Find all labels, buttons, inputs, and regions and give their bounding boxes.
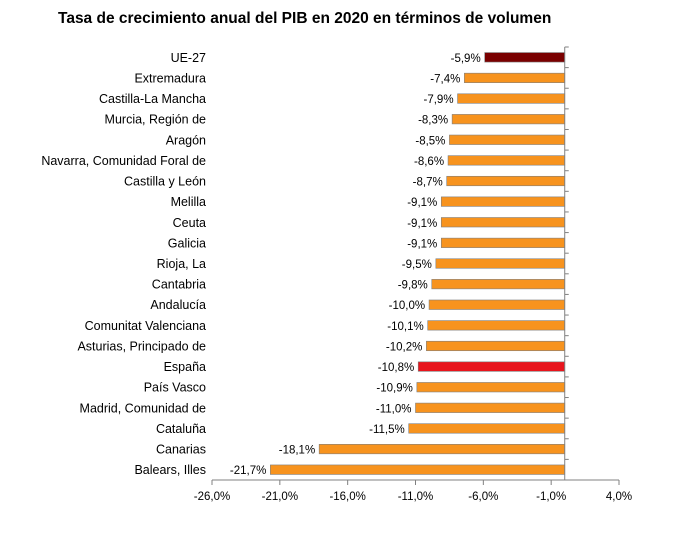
data-label: -8,3% [418, 115, 448, 127]
data-label: -7,9% [424, 94, 454, 106]
bar [270, 464, 566, 475]
x-tick-label: -26,0% [194, 491, 230, 503]
category-label: País Vasco [144, 381, 206, 395]
category-label: Balears, Illes [134, 463, 206, 477]
data-label: -18,1% [279, 445, 315, 457]
category-label: Ceuta [173, 216, 206, 230]
data-label: -5,9% [451, 53, 481, 65]
x-tick-label: -16,0% [329, 491, 365, 503]
bar [318, 444, 566, 455]
data-label: -9,5% [402, 259, 432, 271]
category-label: Andalucía [150, 298, 206, 312]
chart-title: Tasa de crecimiento anual del PIB en 202… [58, 10, 552, 27]
category-label: Navarra, Comunidad Foral de [41, 154, 206, 168]
category-label: Aragón [166, 133, 206, 147]
category-label: Galicia [168, 236, 206, 250]
x-tick-label: -11,0% [398, 491, 434, 503]
x-tick-label: -1,0% [536, 491, 566, 503]
category-label: Cataluña [156, 422, 206, 436]
bar [417, 361, 566, 372]
bar [451, 114, 566, 125]
data-label: -9,1% [407, 197, 437, 209]
bar [457, 93, 566, 104]
bar [435, 258, 566, 269]
category-label: España [164, 360, 206, 374]
data-label: -9,1% [407, 238, 437, 250]
data-label: -8,5% [415, 135, 445, 147]
data-label: -10,8% [378, 362, 414, 374]
bar [484, 52, 566, 63]
category-label: Rioja, La [157, 257, 206, 271]
category-label: Asturias, Principado de [77, 339, 206, 353]
data-label: -8,6% [414, 156, 444, 168]
category-label: Cantabria [152, 278, 206, 292]
bar [426, 340, 566, 352]
bar [428, 299, 566, 310]
bar [431, 279, 566, 290]
category-label: Extremadura [134, 71, 206, 85]
data-label: -10,9% [376, 383, 412, 395]
category-label: Castilla-La Mancha [99, 92, 206, 106]
x-tick-label: -21,0% [262, 491, 298, 503]
data-label: -10,2% [386, 341, 422, 353]
category-label: Comunitat Valenciana [85, 319, 206, 333]
bar [440, 196, 566, 207]
bar [440, 217, 566, 228]
x-tick-label: 4,0% [606, 491, 632, 503]
bar [447, 155, 566, 166]
data-label: -10,0% [389, 300, 425, 312]
category-label: Madrid, Comunidad de [80, 401, 207, 415]
data-label: -9,1% [407, 218, 437, 230]
data-label: -8,7% [413, 177, 443, 189]
category-label: Castilla y León [124, 175, 206, 189]
category-label: UE-27 [171, 51, 206, 65]
bar [408, 423, 566, 434]
category-label: Murcia, Región de [105, 113, 206, 127]
bar [415, 402, 566, 413]
data-label: -10,1% [387, 321, 423, 333]
bar [464, 72, 566, 83]
data-label: -11,0% [376, 403, 412, 415]
category-label: Canarias [156, 443, 206, 457]
bar [440, 237, 566, 248]
bar [446, 175, 566, 187]
data-label: -11,5% [369, 424, 405, 436]
x-tick-label: -6,0% [468, 491, 498, 503]
bar [416, 382, 566, 393]
bar [449, 134, 566, 145]
bar [427, 320, 566, 331]
category-label: Melilla [171, 195, 206, 209]
data-label: -9,8% [398, 280, 428, 292]
data-label: -7,4% [430, 73, 460, 85]
data-label: -21,7% [230, 465, 266, 477]
